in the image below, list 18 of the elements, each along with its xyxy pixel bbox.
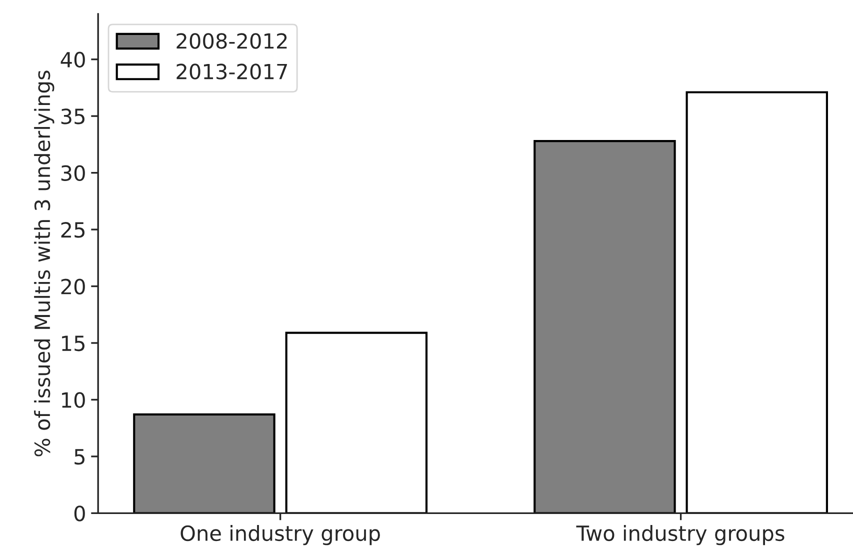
bar	[534, 140, 676, 514]
bar	[133, 413, 276, 514]
y-tick-label: 10	[62, 392, 85, 408]
y-axis-title: % of issued Multis with 3 underlyings	[34, 70, 54, 456]
y-tick-label: 20	[61, 278, 85, 294]
y-tick-label: 5	[74, 449, 84, 465]
y-tick-label: 40	[60, 52, 85, 68]
y-tick-label: 35	[61, 108, 84, 124]
legend-label: 2013-2017	[176, 64, 287, 80]
bar	[285, 332, 428, 514]
bar	[686, 91, 828, 514]
x-tick-label: Two industry groups	[576, 524, 784, 546]
y-tick-label: 30	[61, 165, 85, 182]
y-tick-label: 25	[61, 222, 84, 238]
x-tick-label: One industry group	[180, 524, 380, 546]
legend-label: 2008-2012	[176, 33, 287, 49]
y-tick-label: 0	[74, 506, 85, 522]
y-tick-label: 15	[62, 336, 84, 352]
